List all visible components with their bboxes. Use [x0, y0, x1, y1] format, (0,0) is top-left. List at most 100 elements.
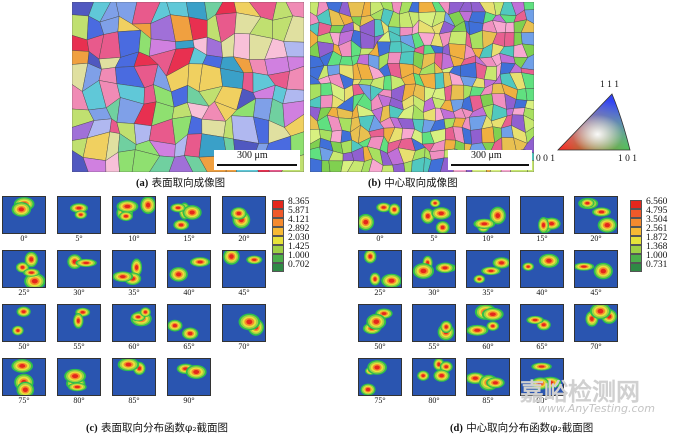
grain: [285, 2, 304, 18]
odf-section-plot: [57, 250, 101, 288]
grain: [328, 160, 344, 172]
scale-bar-label: 300 μm: [471, 150, 502, 161]
odf-contour: [83, 261, 90, 265]
odf-contour: [374, 365, 380, 370]
odf-section-plot: [412, 358, 456, 396]
odf-contour: [439, 373, 444, 378]
watermark-cn: 嘉峪检测网: [520, 378, 640, 406]
odf-angle-label: 5°: [75, 234, 83, 243]
odf-section-tile: [520, 358, 564, 396]
grain: [434, 72, 445, 90]
legend-swatch: [630, 236, 642, 245]
odf-angle-label: 25°: [374, 288, 386, 297]
odf-contour: [18, 207, 25, 212]
legend-level-label: 2.030: [288, 233, 310, 243]
watermark-en: www.AnyTesting.com: [538, 402, 655, 415]
caption-a-tag: (a): [136, 178, 149, 189]
odf-section-plot: [112, 358, 156, 396]
legend-swatch: [272, 200, 284, 209]
odf-section-tile: [466, 250, 510, 288]
grain: [72, 150, 89, 172]
odf-angle-label: 35°: [482, 288, 494, 297]
grain: [427, 157, 445, 172]
odf-section-plot: [222, 250, 266, 288]
legend-swatch: [630, 254, 642, 263]
grain: [320, 94, 333, 109]
odf-section-tile: [574, 196, 618, 234]
odf-contour: [20, 265, 25, 269]
odf-section-tile: [57, 358, 101, 396]
odf-contour: [31, 278, 38, 284]
grain: [521, 43, 534, 58]
legend-level-label: 1.000: [646, 251, 668, 261]
odf-section-tile: [167, 304, 211, 342]
odf-contour: [381, 206, 386, 209]
odf-contour: [172, 324, 177, 328]
grain: [523, 135, 534, 154]
grain: [184, 155, 208, 172]
odf-angle-label: 70°: [238, 342, 250, 351]
odf-contour: [392, 207, 397, 212]
odf-angle-label: 45°: [590, 288, 602, 297]
caption-c-text: 表面取向分布函数φ₂截面图: [101, 422, 229, 434]
odf-section-plot: [57, 304, 101, 342]
grain: [450, 84, 465, 101]
odf-contour: [125, 362, 132, 367]
odf-section-plot: [167, 196, 211, 234]
legend-swatch: [272, 245, 284, 254]
odf-section-tile: [222, 196, 266, 234]
grain: [512, 107, 526, 116]
grain: [481, 126, 495, 144]
scale-bar-b: 300 μm: [451, 150, 529, 168]
odf-section-tile: [412, 196, 456, 234]
grain: [525, 126, 534, 144]
grain: [168, 155, 194, 172]
odf-contour: [440, 225, 445, 230]
grain: [320, 82, 333, 96]
caption-d: (d) 中心取向分布函数φ₂截面图: [450, 420, 593, 435]
odf-section-tile: [520, 304, 564, 342]
odf-contour: [123, 214, 128, 218]
odf-section-plot: [222, 196, 266, 234]
grain: [381, 164, 395, 172]
odf-contour: [178, 223, 184, 227]
odf-contour: [22, 387, 28, 393]
legend-swatch: [630, 227, 642, 236]
odf-contour: [388, 278, 395, 283]
caption-c-tag: (c): [86, 423, 98, 434]
odf-contour: [136, 315, 141, 319]
odf-angle-label: 90°: [183, 396, 195, 405]
odf-section-plot: [412, 304, 456, 342]
odf-section-tile: [2, 250, 46, 288]
ipf-color-key: 1 1 1 0 0 1 1 0 1: [536, 80, 670, 170]
odf-contour: [143, 310, 147, 314]
odf-contour: [438, 211, 444, 216]
odf-section-tile: [112, 196, 156, 234]
grain: [523, 114, 534, 133]
odf-section-plot: [57, 358, 101, 396]
odf-contour: [532, 318, 538, 322]
odf-contour: [598, 210, 605, 214]
odf-section-tile: [57, 304, 101, 342]
odf-angle-label: 75°: [18, 396, 30, 405]
grain: [339, 56, 354, 66]
odf-contour: [585, 201, 590, 205]
odf-angle-label: 10°: [482, 234, 494, 243]
grain: [525, 88, 534, 101]
odf-section-plot: [112, 250, 156, 288]
odf-contour: [420, 268, 427, 274]
odf-section-tile: [412, 250, 456, 288]
ipf-label-111: 1 1 1: [600, 80, 619, 90]
odf-contour: [236, 211, 241, 216]
legend-level-label: 1.000: [288, 251, 310, 261]
grain: [284, 114, 304, 137]
odf-contour: [252, 258, 257, 261]
odf-contour: [442, 266, 448, 270]
legend-level-label: 4.121: [288, 215, 310, 225]
legend-level-label: 3.504: [646, 215, 668, 225]
odf-angle-label: 0°: [20, 234, 28, 243]
odf-contour: [526, 265, 530, 268]
caption-a: (a) 表面取向成像图: [136, 175, 225, 190]
odf-contour: [541, 323, 546, 327]
odf-section-plot: [412, 196, 456, 234]
